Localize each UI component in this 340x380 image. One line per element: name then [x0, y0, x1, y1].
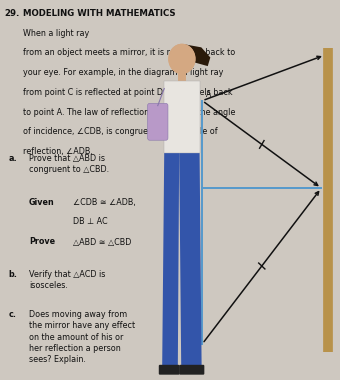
Text: A: A — [206, 90, 211, 99]
Text: DB ⊥ AC: DB ⊥ AC — [73, 217, 108, 226]
Text: MODELING WITH MATHEMATICS: MODELING WITH MATHEMATICS — [23, 9, 176, 18]
Text: D: D — [323, 184, 329, 193]
Text: of incidence, ∠CDB, is congruent to the angle of: of incidence, ∠CDB, is congruent to the … — [23, 127, 218, 136]
Text: to point A. The law of reflection states that the angle: to point A. The law of reflection states… — [23, 108, 236, 117]
FancyBboxPatch shape — [179, 365, 204, 375]
Polygon shape — [162, 153, 179, 367]
Text: Prove that △ABD is
congruent to △CBD.: Prove that △ABD is congruent to △CBD. — [29, 154, 109, 174]
Text: b.: b. — [8, 270, 17, 279]
Text: your eye. For example, in the diagram, a light ray: your eye. For example, in the diagram, a… — [23, 68, 223, 77]
Text: Given: Given — [29, 198, 55, 207]
Circle shape — [169, 44, 195, 73]
Text: reflection, ∠ADB.: reflection, ∠ADB. — [23, 147, 93, 156]
Circle shape — [169, 44, 195, 73]
Text: When a light ray: When a light ray — [23, 28, 89, 38]
Text: 29.: 29. — [4, 9, 19, 18]
Text: Verify that △ACD is
isosceles.: Verify that △ACD is isosceles. — [29, 270, 105, 290]
FancyBboxPatch shape — [164, 81, 200, 153]
Polygon shape — [178, 44, 210, 66]
Text: Does moving away from
the mirror have any effect
on the amount of his or
her ref: Does moving away from the mirror have an… — [29, 310, 135, 364]
Text: ∠CDB ≅ ∠ADB,: ∠CDB ≅ ∠ADB, — [73, 198, 136, 207]
Text: Prove: Prove — [29, 238, 55, 247]
Text: c.: c. — [8, 310, 16, 319]
Text: B: B — [190, 184, 195, 193]
Text: △ABD ≅ △CBD: △ABD ≅ △CBD — [73, 238, 132, 247]
FancyBboxPatch shape — [178, 72, 186, 83]
Polygon shape — [179, 153, 202, 367]
FancyBboxPatch shape — [148, 103, 168, 140]
Text: from point C is reflected at point D and travels back: from point C is reflected at point D and… — [23, 88, 233, 97]
FancyBboxPatch shape — [159, 365, 180, 375]
Text: C: C — [195, 346, 201, 355]
Text: from an object meets a mirror, it is reflected back to: from an object meets a mirror, it is ref… — [23, 48, 235, 57]
Text: a.: a. — [8, 154, 17, 163]
